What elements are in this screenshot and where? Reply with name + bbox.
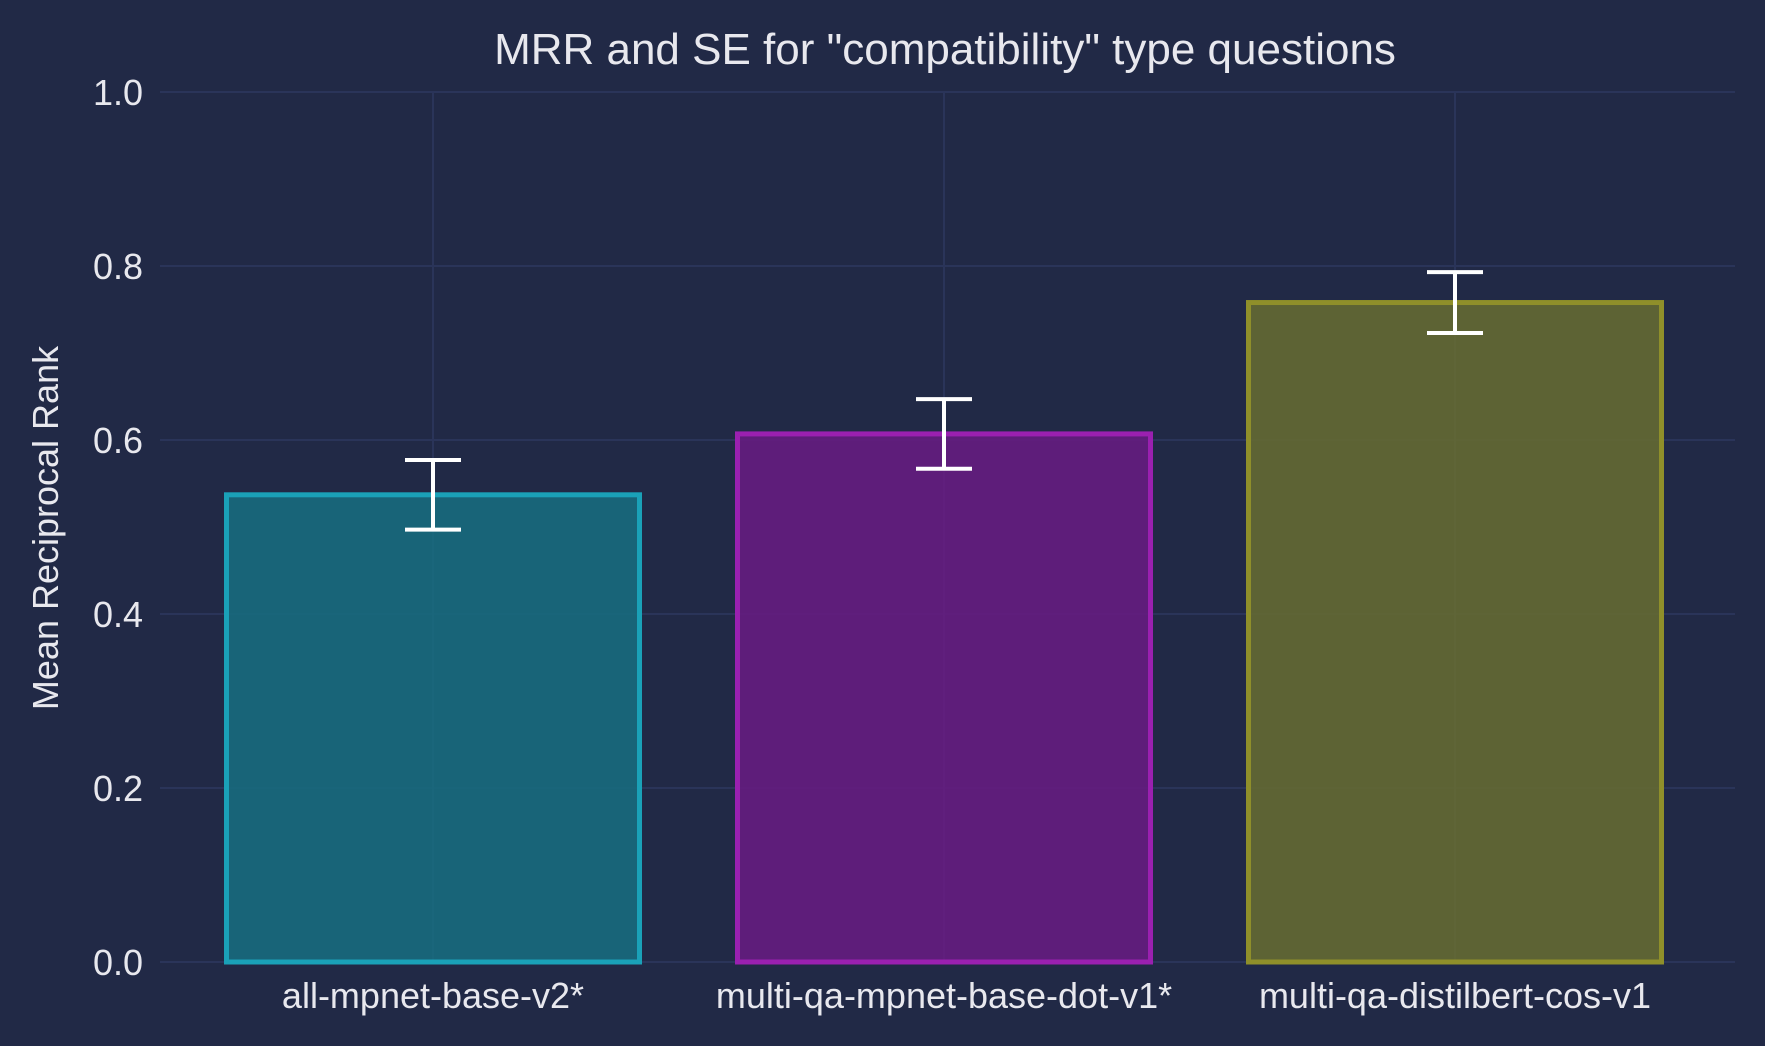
y-axis-label: Mean Reciprocal Rank: [25, 345, 66, 710]
bars: [224, 300, 1664, 965]
x-tick-label: multi-qa-distilbert-cos-v1: [1259, 975, 1651, 1016]
chart-title: MRR and SE for "compatibility" type ques…: [494, 25, 1396, 74]
bar: [1246, 300, 1664, 965]
error-bars: [405, 270, 1483, 532]
y-tick-label: 0.0: [93, 942, 143, 983]
y-axis-ticks: 0.0 0.2 0.4 0.6 0.8 1.0: [93, 72, 143, 983]
y-tick-label: 0.4: [93, 594, 143, 635]
x-tick-label: all-mpnet-base-v2*: [282, 975, 584, 1016]
y-tick-label: 0.6: [93, 420, 143, 461]
bar: [224, 492, 642, 965]
y-tick-label: 0.8: [93, 246, 143, 287]
x-tick-label: multi-qa-mpnet-base-dot-v1*: [716, 975, 1172, 1016]
y-tick-label: 1.0: [93, 72, 143, 113]
bar: [735, 431, 1153, 965]
x-axis-ticks: all-mpnet-base-v2* multi-qa-mpnet-base-do…: [282, 975, 1651, 1016]
y-tick-label: 0.2: [93, 768, 143, 809]
